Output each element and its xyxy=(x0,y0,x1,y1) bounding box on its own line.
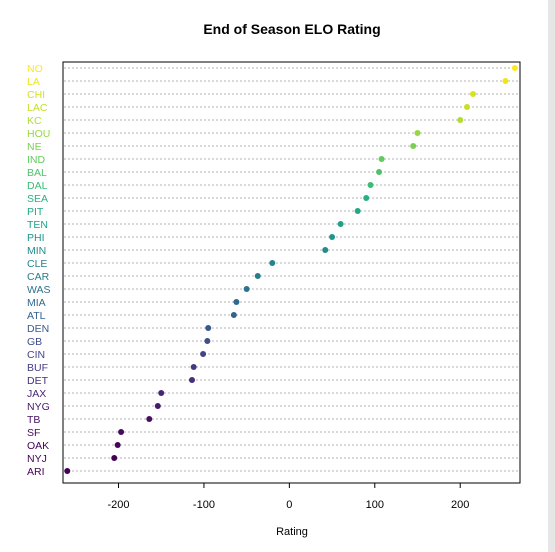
team-label-nyg: NYG xyxy=(27,401,50,413)
x-tick-label: -100 xyxy=(193,499,215,511)
team-label-atl: ATL xyxy=(27,310,46,322)
team-label-was: WAS xyxy=(27,284,51,296)
team-label-buf: BUF xyxy=(27,362,48,374)
team-label-oak: OAK xyxy=(27,440,49,452)
team-label-kc: KC xyxy=(27,115,42,127)
team-label-bal: BAL xyxy=(27,167,47,179)
data-point-den xyxy=(205,325,212,331)
team-label-sf: SF xyxy=(27,427,40,439)
data-point-was xyxy=(243,286,250,292)
data-point-jax xyxy=(158,390,165,396)
data-point-sea xyxy=(363,195,370,201)
x-tick-label: 0 xyxy=(286,499,292,511)
x-axis: -200 -100 0 100 200 xyxy=(108,483,469,511)
data-point-det xyxy=(188,377,195,383)
data-point-no xyxy=(511,65,518,71)
data-point-ind xyxy=(378,156,385,162)
chart-title: End of Season ELO Rating xyxy=(203,21,380,37)
team-label-min: MIN xyxy=(27,245,46,257)
team-label-no: NO xyxy=(27,63,43,75)
data-point-cle xyxy=(269,260,276,266)
team-label-den: DEN xyxy=(27,323,49,335)
data-points xyxy=(64,65,518,474)
team-label-ne: NE xyxy=(27,141,42,153)
x-axis-label: Rating xyxy=(276,526,308,538)
data-point-hou xyxy=(414,130,421,136)
team-label-cin: CIN xyxy=(27,349,45,361)
team-label-car: CAR xyxy=(27,271,50,283)
data-point-phi xyxy=(329,234,336,240)
team-label-gb: GB xyxy=(27,336,42,348)
data-point-oak xyxy=(114,442,121,448)
team-label-mia: MIA xyxy=(27,297,46,309)
plot-frame xyxy=(62,61,521,484)
data-point-buf xyxy=(190,364,197,370)
team-label-chi: CHI xyxy=(27,89,45,101)
team-label-sea: SEA xyxy=(27,193,48,205)
data-point-la xyxy=(502,78,509,84)
team-labels: NOLACHILACKCHOUNEINDBALDALSEAPITTENPHIMI… xyxy=(27,63,51,478)
data-point-lac xyxy=(464,104,471,110)
data-point-nyj xyxy=(111,455,118,461)
data-point-dal xyxy=(367,182,374,188)
x-tick-label: -200 xyxy=(108,499,130,511)
data-point-nyg xyxy=(154,403,161,409)
window-right-edge xyxy=(548,0,555,552)
x-tick-label: 100 xyxy=(366,499,384,511)
team-label-ten: TEN xyxy=(27,219,48,231)
team-label-ari: ARI xyxy=(27,466,45,478)
data-point-chi xyxy=(470,91,477,97)
data-point-ten xyxy=(337,221,344,227)
data-point-ari xyxy=(64,468,71,474)
data-point-car xyxy=(254,273,261,279)
team-label-det: DET xyxy=(27,375,49,387)
data-point-bal xyxy=(376,169,383,175)
team-label-lac: LAC xyxy=(27,102,48,114)
data-point-mia xyxy=(233,299,240,305)
data-point-ne xyxy=(410,143,417,149)
team-label-ind: IND xyxy=(27,154,46,166)
team-label-tb: TB xyxy=(27,414,40,426)
team-label-dal: DAL xyxy=(27,180,48,192)
data-point-atl xyxy=(230,312,237,318)
grid-lines xyxy=(64,67,519,472)
data-point-gb xyxy=(204,338,211,344)
team-label-hou: HOU xyxy=(27,128,50,140)
x-tick-label: 200 xyxy=(451,499,469,511)
data-point-kc xyxy=(457,117,464,123)
data-point-tb xyxy=(146,416,153,422)
team-label-nyj: NYJ xyxy=(27,453,47,465)
team-label-jax: JAX xyxy=(27,388,46,400)
team-label-pit: PIT xyxy=(27,206,44,218)
data-point-pit xyxy=(354,208,361,214)
team-label-cle: CLE xyxy=(27,258,47,270)
team-label-phi: PHI xyxy=(27,232,45,244)
data-point-min xyxy=(322,247,329,253)
team-label-la: LA xyxy=(27,76,40,88)
data-point-sf xyxy=(118,429,125,435)
data-point-cin xyxy=(200,351,207,357)
